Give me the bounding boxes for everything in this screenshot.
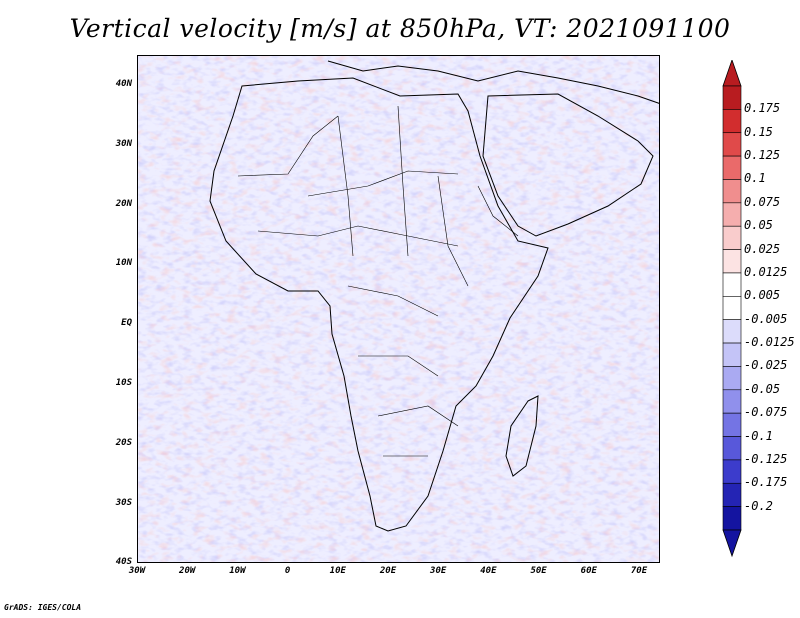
map-plot-area xyxy=(137,55,660,563)
colorbar-level-label: 0.075 xyxy=(744,194,781,209)
colorbar-swatch xyxy=(722,132,742,157)
lat-tick-label: 10N xyxy=(115,258,132,269)
colorbar-level-label: -0.005 xyxy=(744,311,788,326)
colorbar-swatch xyxy=(722,296,742,320)
colorbar-level-label: 0.005 xyxy=(744,288,781,303)
lat-tick-label: 20S xyxy=(115,437,132,448)
colorbar-swatch xyxy=(722,366,742,391)
colorbar-swatch xyxy=(722,319,742,344)
colorbar-level-label: 0.125 xyxy=(744,148,781,163)
colorbar-level-label: 0.175 xyxy=(744,101,781,116)
colorbar-level-label: -0.125 xyxy=(744,451,788,466)
colorbar-swatch xyxy=(722,272,742,297)
colorbar-swatch xyxy=(722,249,742,274)
africa-coastline xyxy=(209,60,659,532)
mediterranean-north-coast xyxy=(327,60,659,104)
lat-tick-label: 30N xyxy=(115,138,132,149)
colorbar-swatch xyxy=(722,436,742,461)
lon-tick-label: 50E xyxy=(530,566,547,576)
colorbar-level-label: -0.05 xyxy=(744,381,781,396)
lon-tick-label: 60E xyxy=(580,566,597,576)
africa-outline xyxy=(209,77,549,532)
lon-tick-label: 30W xyxy=(128,566,146,576)
lat-tick-label: 20N xyxy=(115,198,132,209)
lon-tick-label: 40E xyxy=(480,566,497,576)
lon-tick-label: 10W xyxy=(229,566,246,576)
colorbar-swatch xyxy=(722,459,742,484)
colorbar-level-label: -0.175 xyxy=(744,475,788,490)
colorbar-swatch xyxy=(722,202,742,227)
colorbar-swatch xyxy=(722,85,742,110)
country-borders xyxy=(237,105,519,457)
lat-tick-label: 10S xyxy=(115,378,132,388)
lon-tick-label: 30E xyxy=(430,566,447,576)
lat-tick-label: 40S xyxy=(115,557,132,568)
colorbar-swatch xyxy=(722,225,742,250)
colorbar-level-label: -0.1 xyxy=(744,428,773,443)
colorbar-swatch xyxy=(722,389,742,414)
colorbar-swatch xyxy=(722,342,742,367)
lon-tick-label: 70E xyxy=(630,566,648,576)
lat-tick-label: 30S xyxy=(115,497,132,508)
lat-tick-label: 40N xyxy=(115,79,132,89)
colorbar-level-label: -0.2 xyxy=(744,498,773,513)
colorbar-swatch xyxy=(722,412,742,437)
colorbar-swatch xyxy=(722,155,742,180)
colorbar-swatch xyxy=(722,506,742,531)
colorbar-level-label: -0.025 xyxy=(744,358,788,373)
velocity-field-map xyxy=(138,56,659,562)
colorbar-top-arrow xyxy=(722,60,742,87)
field-texture xyxy=(138,56,659,562)
colorbar-level-label: -0.075 xyxy=(744,405,788,420)
colorbar-swatch xyxy=(722,179,742,204)
colorbar xyxy=(722,60,742,558)
colorbar-swatch xyxy=(722,482,742,507)
colorbar-level-label: 0.1 xyxy=(744,171,766,186)
lat-tick-label: EQ xyxy=(121,318,132,329)
colorbar-level-label: 0.05 xyxy=(744,218,773,233)
colorbar-swatch xyxy=(722,109,742,134)
grads-credit: GrADS: IGES/COLA xyxy=(4,603,82,612)
map-title: Vertical velocity [m/s] at 850hPa, VT: 2… xyxy=(69,14,731,43)
lon-tick-label: 0 xyxy=(284,566,291,576)
arabia-outline xyxy=(482,93,654,237)
madagascar-outline xyxy=(505,395,539,477)
colorbar-level-label: 0.15 xyxy=(744,124,773,139)
colorbar-level-label: 0.0125 xyxy=(744,264,788,279)
lon-tick-label: 20W xyxy=(179,566,196,576)
colorbar-level-label: -0.0125 xyxy=(744,335,795,350)
lon-tick-label: 10E xyxy=(329,566,346,576)
lon-tick-label: 20E xyxy=(379,566,397,576)
colorbar-bottom-arrow xyxy=(722,529,742,558)
colorbar-level-label: 0.025 xyxy=(744,241,781,256)
